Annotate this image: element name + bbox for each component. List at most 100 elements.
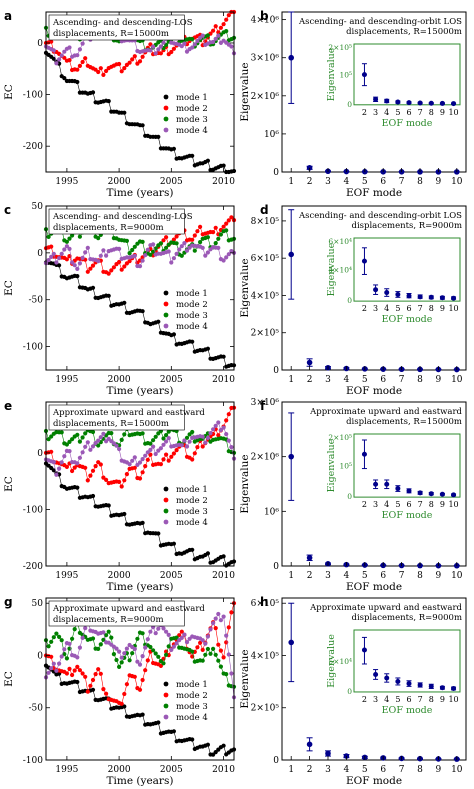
data-point [213, 423, 218, 428]
panel-e: 1995 2000 2005 2010 -200 -100 0 Time (years) EC e… [3, 399, 237, 593]
data-point [80, 255, 85, 260]
data-point [153, 434, 158, 439]
data-point [174, 234, 179, 239]
data-point [51, 635, 56, 640]
x-axis-label: EOF mode [346, 385, 402, 397]
data-point [49, 39, 54, 44]
data-point [117, 259, 122, 265]
data-point [101, 431, 106, 436]
inset-x-tick-label: 4 [384, 108, 389, 117]
inset-x-tick-label: 10 [448, 304, 458, 313]
y-tick-label: -100 [23, 505, 43, 515]
data-point [80, 59, 85, 65]
data-point [122, 651, 127, 656]
legend-marker [163, 497, 169, 503]
inset-point [451, 685, 457, 691]
x-tick-label: 1 [288, 375, 294, 385]
inset-point [384, 98, 390, 104]
x-tick-label: 2005 [160, 571, 183, 581]
legend-marker [163, 301, 169, 307]
x-tick-label: 1 [288, 571, 294, 581]
y-tick-label: 6×10⁵ [251, 599, 280, 609]
title-line-1: Approximate upward and eastward [52, 408, 205, 418]
plot-frame [45, 597, 235, 761]
data-point [192, 248, 197, 253]
data-point [51, 48, 56, 53]
inset-x-tick-label: 6 [406, 304, 411, 313]
data-point [171, 256, 176, 261]
data-point [104, 633, 109, 638]
data-point [96, 646, 101, 652]
data-point [224, 228, 229, 233]
data-point [59, 53, 64, 58]
x-tick-label: 5 [362, 765, 368, 775]
legend-marker [163, 312, 169, 318]
inset-point [406, 100, 412, 106]
x-tick-label: 8 [417, 571, 423, 581]
data-point [88, 266, 93, 271]
data-point [171, 451, 176, 456]
data-point [151, 249, 156, 254]
legend-label: mode 3 [176, 115, 208, 125]
data-point [218, 427, 223, 433]
data-point [179, 44, 184, 49]
data-point [106, 271, 111, 276]
data-point [166, 249, 171, 254]
inset-point [439, 295, 445, 301]
data-point [184, 248, 190, 253]
x-tick-label: 2005 [160, 765, 183, 775]
data-point [46, 437, 51, 442]
data-point [101, 72, 106, 77]
data-point [83, 56, 88, 61]
title-line-1: Approximate upward and eastward [309, 603, 462, 613]
inset-point [395, 678, 401, 684]
y-axis-label: EC [3, 671, 15, 687]
data-point [96, 438, 101, 443]
data-point [75, 53, 80, 58]
data-point [153, 51, 158, 56]
inset-x-tick-label: 3 [373, 695, 378, 704]
title-box [48, 404, 185, 431]
y-tick-label: -200 [23, 562, 43, 572]
data-point [117, 649, 122, 654]
data-point [77, 47, 82, 52]
inset-point [373, 96, 379, 102]
legend-marker [163, 323, 169, 329]
data-point [132, 54, 137, 59]
data-point [143, 453, 148, 458]
data-point [96, 667, 101, 672]
data-point [190, 237, 195, 242]
panel-label: a [4, 9, 12, 23]
data-point [224, 221, 229, 226]
legend-marker [163, 127, 169, 133]
data-point [59, 654, 64, 659]
data-point [49, 244, 54, 249]
legend-label: mode 3 [176, 702, 208, 712]
title-line-2: displacements, R=15000m [53, 29, 169, 39]
data-point [179, 443, 184, 448]
legend-marker [163, 714, 169, 720]
y-tick-label: 0 [37, 651, 43, 661]
inset-frame [353, 43, 461, 106]
data-point [190, 153, 195, 158]
inset-x-tick-label: 7 [418, 500, 423, 509]
data-point [85, 689, 90, 694]
y-tick-label: -200 [23, 142, 43, 152]
data-point [211, 621, 216, 626]
inset-point [439, 685, 445, 691]
data-point [221, 743, 226, 748]
y-tick-label: 10⁶ [264, 130, 279, 140]
x-tick-label: 8 [417, 765, 423, 775]
data-point [96, 236, 101, 241]
inset-point [417, 490, 423, 496]
data-point [158, 44, 163, 49]
data-point [122, 66, 127, 71]
x-tick-label: 1995 [55, 375, 78, 385]
inset-x-tick-label: 5 [395, 304, 400, 313]
data-point [70, 437, 75, 442]
data-point [140, 520, 145, 526]
data-point [57, 256, 62, 261]
x-tick-label: 10 [451, 177, 463, 187]
data-point [226, 438, 231, 443]
